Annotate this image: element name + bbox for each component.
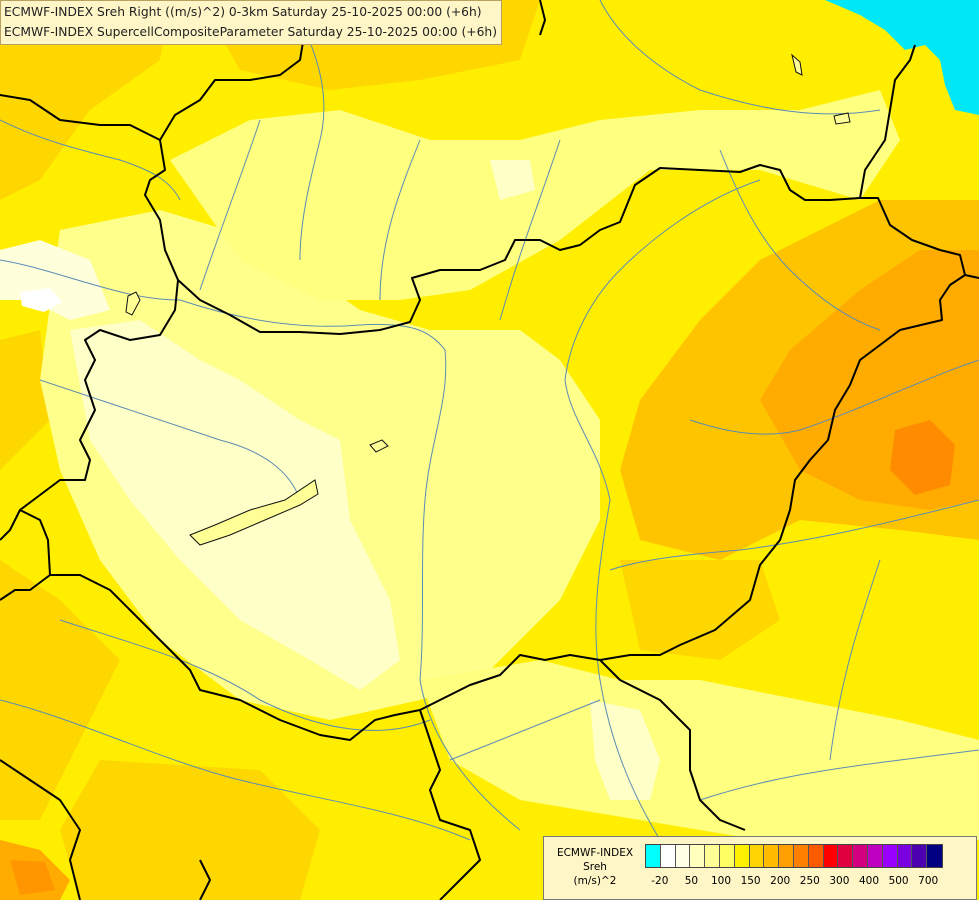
border-sw bbox=[0, 574, 51, 601]
legend-swatch bbox=[749, 845, 765, 867]
legend-tick-label: -20 bbox=[651, 875, 669, 887]
border-east-upper bbox=[964, 274, 979, 279]
legend-swatch bbox=[912, 845, 928, 867]
field-light-south bbox=[420, 660, 979, 840]
legend-tick-label: 500 bbox=[888, 875, 909, 887]
border-northeast bbox=[859, 44, 916, 199]
legend-swatch bbox=[734, 845, 750, 867]
rivers bbox=[0, 0, 979, 841]
river-danube bbox=[0, 259, 521, 831]
legend-title-line-3: (m/s)^2 bbox=[573, 875, 617, 887]
field-light-north bbox=[170, 90, 900, 300]
legend-swatch bbox=[779, 845, 794, 867]
river-drava bbox=[59, 619, 431, 731]
legend-swatch bbox=[808, 845, 824, 867]
legend-tick-label: 50 bbox=[684, 875, 699, 887]
field-verylight-spot bbox=[490, 160, 535, 200]
river-vah bbox=[379, 139, 421, 301]
legend-swatch bbox=[927, 845, 942, 867]
lake-balaton bbox=[189, 479, 319, 546]
legend-title-line-1: ECMWF-INDEX bbox=[556, 847, 634, 859]
lake-small-1 bbox=[369, 439, 389, 453]
legend-tick-label: 700 bbox=[918, 875, 939, 887]
legend-tick-label: 150 bbox=[740, 875, 761, 887]
map-title-line-1: ECMWF-INDEX Sreh Right ((m/s)^2) 0-3km S… bbox=[4, 5, 482, 19]
map-title-box: ECMWF-INDEX Sreh Right ((m/s)^2) 0-3km S… bbox=[0, 0, 503, 45]
map-title-line-2: ECMWF-INDEX SupercellCompositeParameter … bbox=[4, 25, 498, 39]
river-southcentral bbox=[449, 699, 601, 761]
legend-swatch bbox=[705, 845, 720, 867]
field-verylight-west bbox=[70, 320, 400, 690]
field-orange-sw-spot bbox=[10, 860, 55, 895]
legend-swatch bbox=[867, 845, 883, 867]
field-gold-southeast bbox=[620, 560, 780, 660]
legend-swatch bbox=[719, 845, 735, 867]
field-gold-south bbox=[60, 760, 320, 900]
field-gold-southwest bbox=[0, 560, 120, 820]
legend-swatch bbox=[675, 845, 691, 867]
river-north-central bbox=[299, 19, 325, 261]
river-tisza bbox=[564, 179, 761, 841]
river-north bbox=[599, 0, 881, 115]
lake-neusiedl bbox=[125, 291, 141, 316]
legend-tick-labels: -20 50 100 150 200 250 300 400 500 700 bbox=[642, 875, 972, 889]
river-raba bbox=[39, 379, 301, 501]
legend-tick-label: 300 bbox=[829, 875, 850, 887]
legend-tick-label: 100 bbox=[710, 875, 732, 887]
legend-tick-label: 200 bbox=[770, 875, 791, 887]
legend-swatch bbox=[646, 845, 661, 867]
legend-swatch bbox=[853, 845, 868, 867]
border-west bbox=[0, 509, 21, 541]
border-hungary bbox=[19, 164, 966, 741]
border-north bbox=[0, 94, 179, 281]
river-hron bbox=[499, 139, 561, 321]
legend-swatch bbox=[897, 845, 913, 867]
field-gold-west bbox=[0, 330, 50, 470]
river-morava bbox=[199, 119, 261, 291]
legend-title: ECMWF-INDEX Sreh (m/s)^2 bbox=[547, 846, 643, 888]
border-sw-lower bbox=[0, 759, 81, 900]
river-east bbox=[689, 359, 979, 435]
river-olt bbox=[829, 559, 881, 761]
legend-title-line-2: Sreh bbox=[583, 861, 607, 873]
legend-swatch bbox=[838, 845, 854, 867]
lake-small-2 bbox=[791, 53, 803, 76]
legend-tick-label: 400 bbox=[858, 875, 880, 887]
legend-color-scale bbox=[645, 844, 943, 868]
legend-swatch bbox=[823, 845, 839, 867]
border-north-mid bbox=[539, 0, 546, 36]
color-legend: ECMWF-INDEX Sreh (m/s)^2 -20 50 100 150 200 2… bbox=[543, 836, 977, 900]
border-serbia-east bbox=[599, 659, 746, 831]
river-mures bbox=[609, 499, 979, 571]
river-sava bbox=[0, 699, 471, 841]
border-bottom-left bbox=[199, 859, 211, 900]
legend-swatch bbox=[793, 845, 809, 867]
lake-small-3 bbox=[833, 112, 851, 125]
river-nw bbox=[0, 119, 181, 201]
border-south-croatia bbox=[419, 709, 481, 900]
field-gold-northwest bbox=[0, 0, 170, 200]
field-hot-spot bbox=[890, 420, 955, 495]
legend-tick-label: 250 bbox=[799, 875, 820, 887]
sea-area bbox=[825, 0, 979, 115]
legend-swatch bbox=[660, 845, 676, 867]
legend-swatch bbox=[882, 845, 898, 867]
field-white-spot bbox=[20, 288, 62, 312]
river-south-east bbox=[699, 749, 979, 801]
legend-swatch bbox=[690, 845, 706, 867]
field-verylight-south bbox=[590, 700, 660, 800]
river-ne bbox=[719, 149, 881, 331]
legend-swatch bbox=[764, 845, 780, 867]
